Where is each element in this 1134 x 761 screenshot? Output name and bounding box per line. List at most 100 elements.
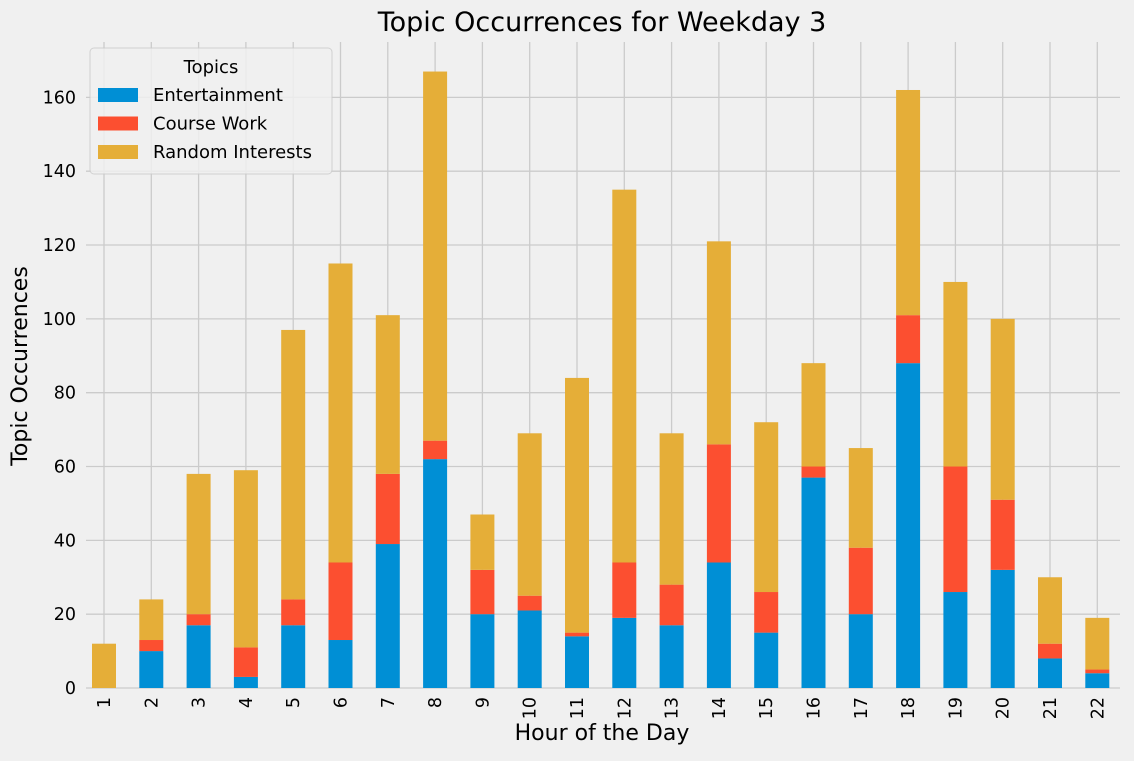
x-tick-label: 6 xyxy=(332,697,352,708)
y-tick-label: 160 xyxy=(43,88,76,108)
bar-segment xyxy=(233,647,258,677)
x-tick-label: 13 xyxy=(663,697,683,719)
bar-segment xyxy=(801,363,826,467)
bar-segment xyxy=(896,363,921,688)
bar-segment xyxy=(517,433,542,596)
bar-segment xyxy=(1038,577,1062,644)
y-tick-label: 120 xyxy=(43,236,76,256)
legend-label: Random Interests xyxy=(153,142,312,163)
x-tick-label: 22 xyxy=(1088,697,1108,719)
bar-segment xyxy=(423,440,448,460)
bar-segment xyxy=(1085,617,1110,670)
x-tick-label: 14 xyxy=(710,697,730,719)
x-tick-label: 2 xyxy=(142,697,162,708)
bar-segment xyxy=(754,422,779,593)
bar-segment xyxy=(848,448,873,548)
y-tick-label: 80 xyxy=(54,384,76,404)
bar-segment xyxy=(896,315,921,364)
legend: Topics Entertainment Course Work Random In… xyxy=(89,47,333,175)
bar-segment xyxy=(517,595,542,611)
bar-segment xyxy=(659,584,684,626)
bar-segment xyxy=(990,569,1015,688)
bar-segment xyxy=(1038,643,1062,659)
x-tick-label: 15 xyxy=(757,697,777,719)
bar-segment xyxy=(848,614,873,688)
bar-segment xyxy=(943,466,968,593)
x-tick-label: 16 xyxy=(805,697,825,719)
bars xyxy=(92,71,1110,688)
bar-segment xyxy=(612,562,637,618)
y-tick-label: 0 xyxy=(65,679,76,699)
bar-segment xyxy=(281,625,306,688)
bar-segment xyxy=(943,592,968,688)
bar-segment xyxy=(565,377,589,633)
bar-segment xyxy=(139,640,164,652)
bar-segment xyxy=(517,610,542,688)
x-tick-label: 19 xyxy=(946,697,966,719)
bar-segment xyxy=(1085,673,1110,688)
legend-swatch xyxy=(98,88,138,102)
y-tick-label: 20 xyxy=(54,605,76,625)
bar-segment xyxy=(754,592,779,633)
bar-segment xyxy=(281,329,306,600)
bar-segment xyxy=(848,547,873,615)
x-tick-label: 5 xyxy=(284,697,304,708)
bar-segment xyxy=(706,444,731,563)
bar-segment xyxy=(943,281,968,467)
bar-segment xyxy=(706,241,731,445)
bar-segment xyxy=(281,599,306,626)
chart-title: Topic Occurrences for Weekday 3 xyxy=(377,7,827,38)
bar-segment xyxy=(565,632,589,637)
x-tick-label: 4 xyxy=(237,697,257,708)
bar-segment xyxy=(233,470,258,648)
bar-segment xyxy=(375,544,400,688)
legend-box xyxy=(89,47,333,175)
bar-segment xyxy=(375,315,400,474)
bar-segment xyxy=(896,89,921,316)
bar-segment xyxy=(612,617,637,688)
x-tick-label: 8 xyxy=(426,697,446,708)
bar-segment xyxy=(659,625,684,688)
y-tick-label: 100 xyxy=(43,310,76,330)
bar-segment xyxy=(139,599,164,641)
x-tick-label: 7 xyxy=(379,697,399,708)
bar-segment xyxy=(328,263,353,563)
legend-title: Topics xyxy=(183,57,239,78)
bar-segment xyxy=(186,614,211,626)
x-tick-label: 9 xyxy=(473,697,493,708)
bar-segment xyxy=(375,473,400,545)
bar-segment xyxy=(328,562,353,641)
y-tick-label: 60 xyxy=(54,458,76,478)
bar-segment xyxy=(423,71,448,441)
y-axis-label: Topic Occurrences xyxy=(8,266,33,467)
y-tick-labels: 0 20 40 60 80 100 120 140 160 xyxy=(43,88,76,699)
bar-segment xyxy=(612,189,637,563)
legend-label: Entertainment xyxy=(153,85,283,106)
y-tick-label: 40 xyxy=(54,531,76,551)
bar-segment xyxy=(423,459,448,688)
legend-swatch xyxy=(98,145,138,159)
bar-segment xyxy=(990,318,1015,500)
bar-segment xyxy=(1085,669,1110,674)
bar-segment xyxy=(706,562,731,688)
bar-segment xyxy=(990,499,1015,570)
bar-segment xyxy=(470,569,495,615)
x-tick-label: 21 xyxy=(1041,697,1061,719)
bar-segment xyxy=(1038,658,1062,688)
bar-segment xyxy=(659,433,684,585)
bar-segment xyxy=(470,514,495,570)
bar-segment xyxy=(139,651,164,688)
bar-segment xyxy=(328,640,353,688)
bar-segment xyxy=(565,636,589,688)
bar-segment xyxy=(233,676,258,688)
x-tick-label: 1 xyxy=(95,697,115,708)
x-tick-label: 18 xyxy=(899,697,919,719)
x-tick-label: 10 xyxy=(521,697,541,719)
x-tick-label: 20 xyxy=(994,697,1014,719)
legend-swatch xyxy=(98,116,138,131)
bar-segment xyxy=(186,625,211,688)
x-tick-label: 17 xyxy=(852,697,872,719)
bar-segment xyxy=(754,632,779,688)
bar-segment xyxy=(801,477,826,688)
